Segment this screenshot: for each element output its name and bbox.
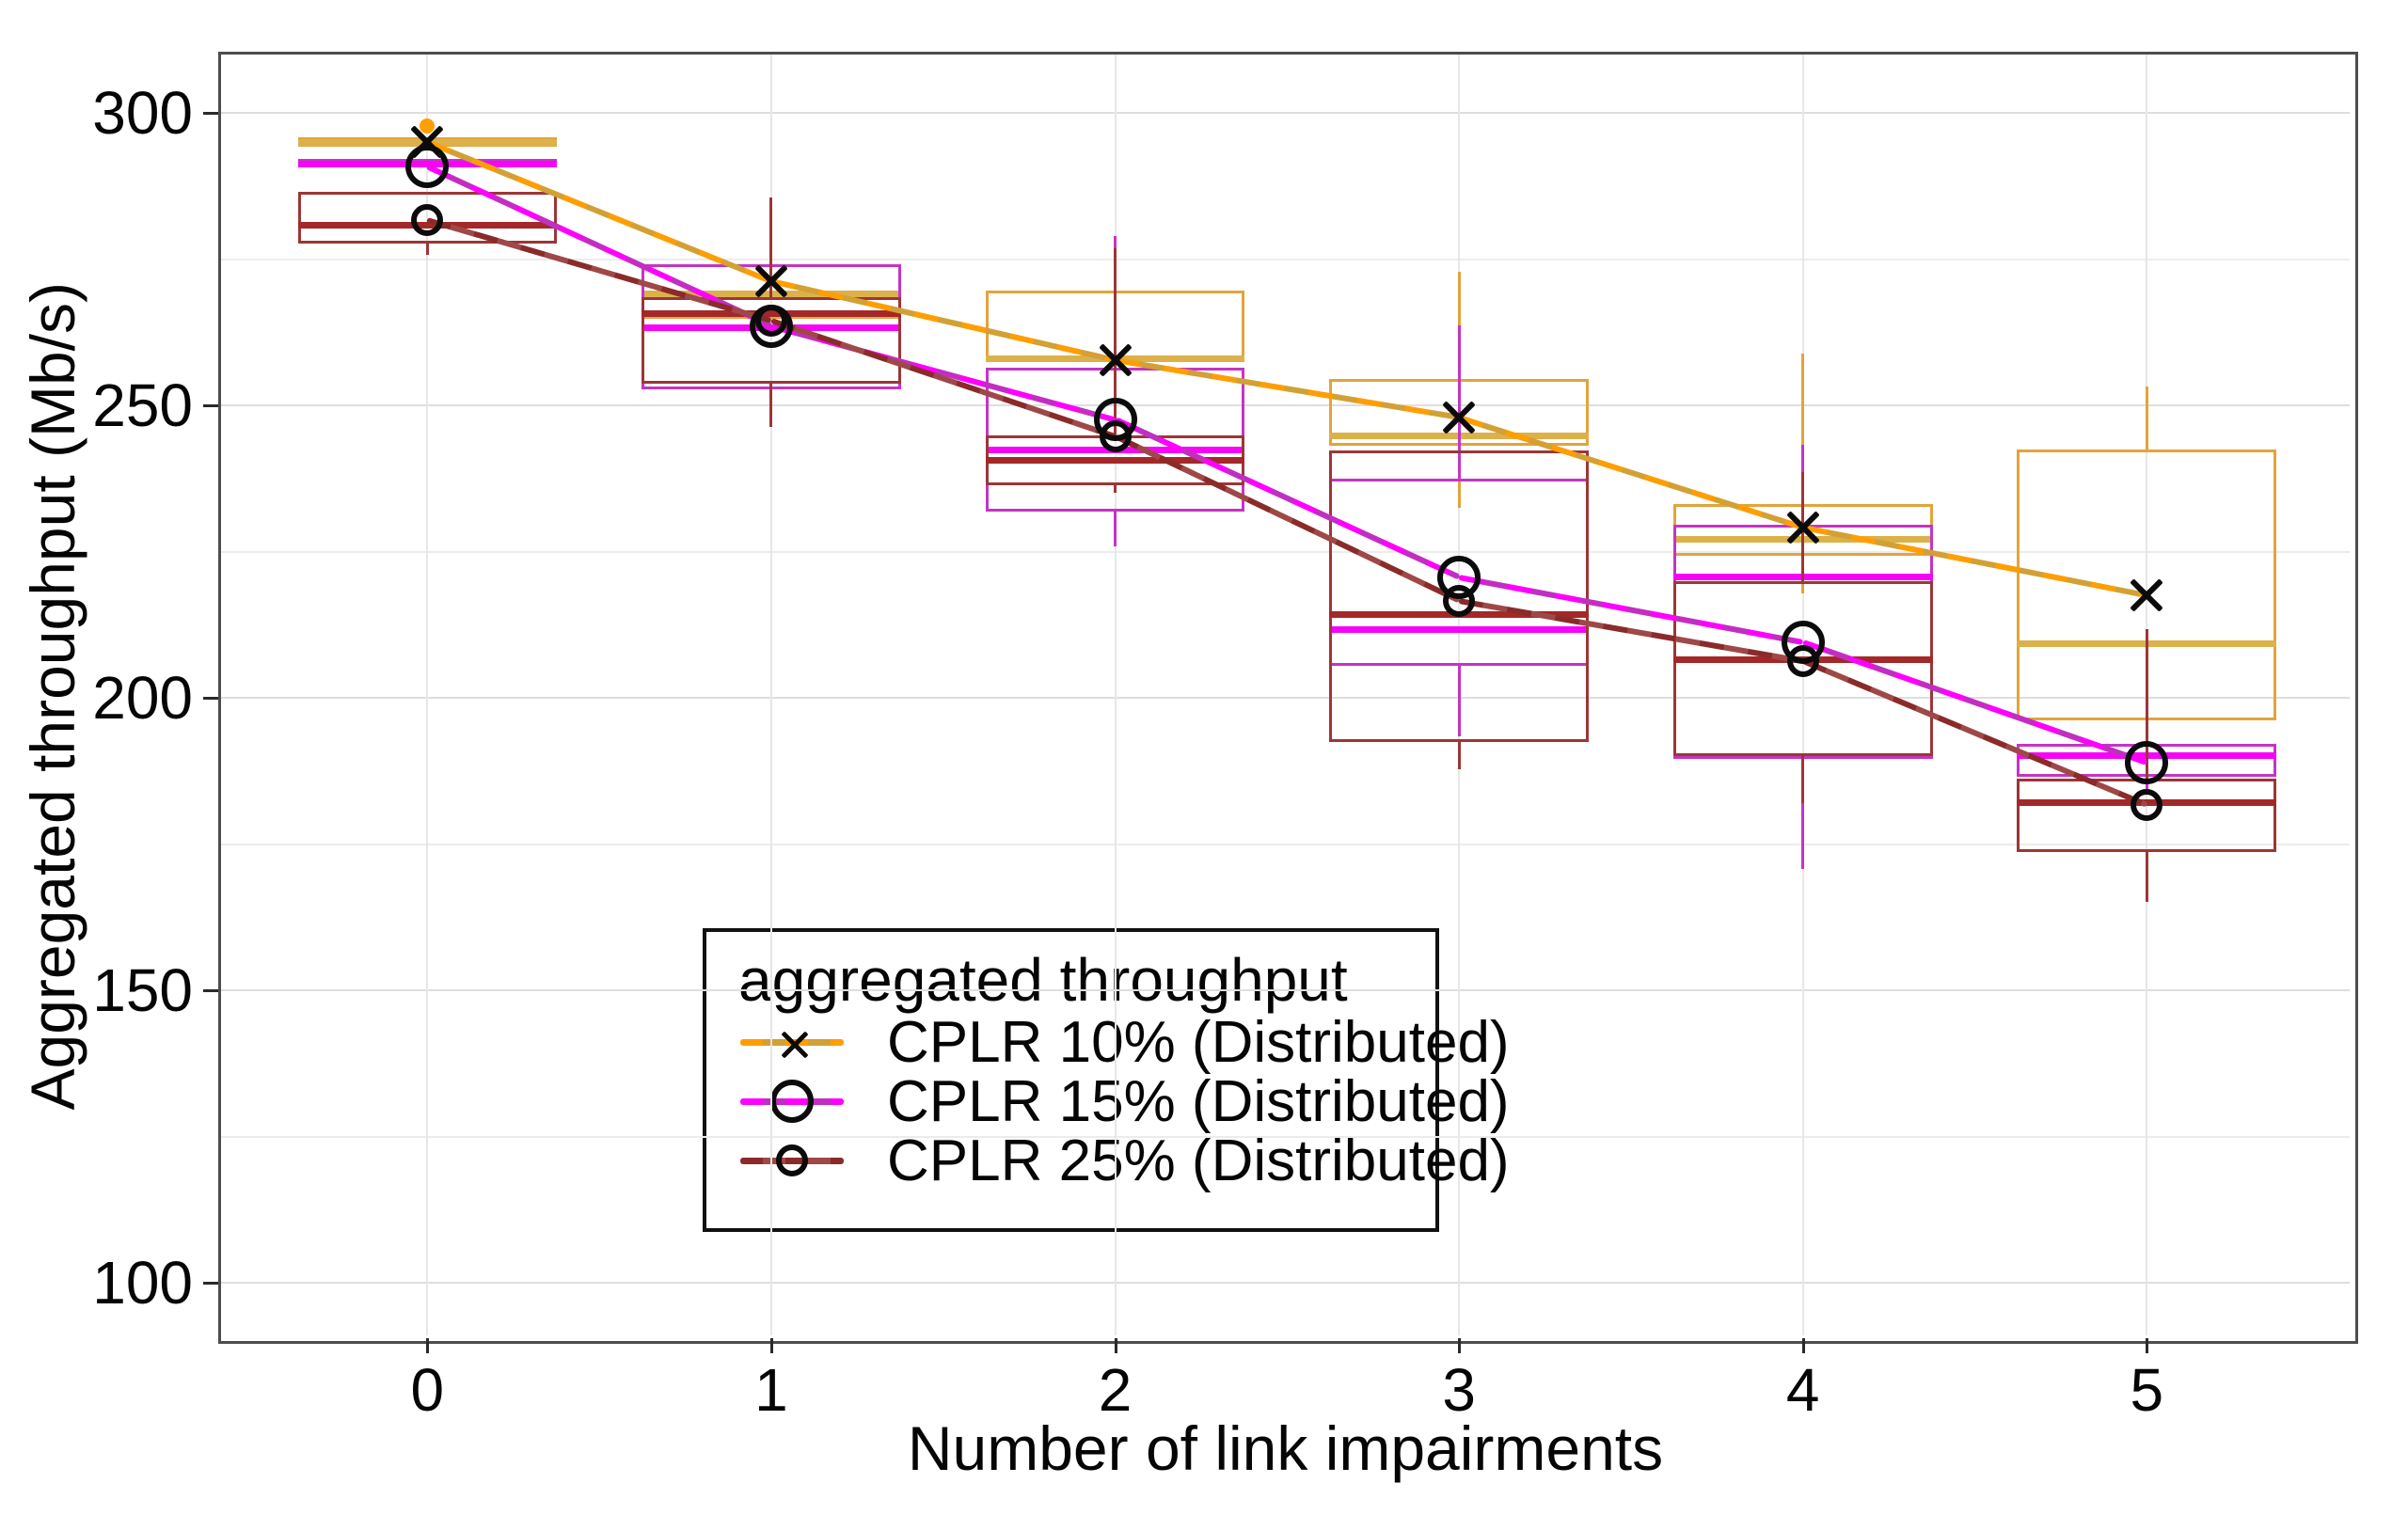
legend-item: CPLR 10% (Distributed) [738, 1013, 1510, 1072]
mean-marker-x [1438, 397, 1480, 438]
mean-marker-circle [1786, 644, 1819, 677]
mean-marker-x [751, 260, 792, 302]
boxplot-box [297, 192, 558, 244]
boxplot-whisker-high [2145, 387, 2148, 450]
legend-key-x-icon [738, 1013, 861, 1072]
plot-border [218, 52, 2358, 1344]
boxplot-whisker-high [1801, 354, 1805, 505]
x-tick-label: 3 [1442, 1356, 1476, 1424]
y-tick [203, 989, 218, 993]
legend-item: CPLR 15% (Distributed) [738, 1072, 1510, 1131]
boxplot-box [642, 297, 901, 385]
x-tick-label: 0 [410, 1356, 445, 1424]
gridline-minor-h [221, 550, 2350, 553]
boxplot-whisker-high [1114, 248, 1117, 435]
boxplot-whisker-low [425, 243, 429, 256]
boxplot-whisker-low [1457, 665, 1461, 737]
y-tick [203, 697, 218, 701]
legend-item-label: CPLR 25% (Distributed) [887, 1128, 1510, 1193]
boxplot-median [1329, 626, 1589, 634]
gridline-major-h [221, 697, 2350, 700]
legend-key-circle-icon [738, 1072, 861, 1131]
mean-marker-x [1095, 339, 1136, 381]
legend-title: aggregated throughput [738, 946, 1348, 1014]
boxplot-median [985, 456, 1245, 464]
boxplot-whisker-low [769, 384, 773, 428]
gridline-major-h [221, 112, 2350, 115]
mean-marker-circle [1443, 584, 1476, 617]
x-tick [1114, 1338, 1117, 1353]
gridline-major-v [1801, 55, 1804, 1335]
gridline-major-h [221, 1282, 2350, 1285]
boxplot-whisker-high [1457, 324, 1461, 479]
y-tick-label: 100 [92, 1249, 193, 1318]
y-tick [203, 112, 218, 116]
x-tick [2146, 1338, 2149, 1353]
legend-item-label: CPLR 15% (Distributed) [887, 1069, 1510, 1134]
legend-item: CPLR 25% (Distributed) [738, 1131, 1510, 1191]
gridline-minor-h [221, 843, 2350, 845]
y-tick-label: 200 [92, 664, 193, 733]
x-tick-label: 2 [1098, 1356, 1133, 1424]
gridline-major-h [221, 989, 2350, 992]
y-tick [203, 1282, 218, 1286]
circle-marker-icon [770, 1080, 814, 1123]
gridline-major-h [221, 404, 2350, 407]
boxplot-whisker-low [1114, 512, 1117, 547]
mean-marker-x [2126, 575, 2167, 616]
x-tick [1458, 1338, 1462, 1353]
legend-key-circle-icon [738, 1131, 861, 1191]
boxplot-box [1329, 450, 1589, 742]
gridline-major-v [769, 55, 772, 1335]
y-tick [203, 404, 218, 408]
outlier-point [420, 118, 436, 134]
boxplot-whisker-high [769, 197, 773, 298]
y-tick-label: 300 [92, 79, 193, 148]
boxplot-box [1672, 581, 1933, 757]
legend-rows: CPLR 10% (Distributed) CPLR 15% (Distribu… [738, 1013, 1510, 1191]
gridline-major-v [1114, 55, 1117, 1335]
boxplot-whisker-low [1801, 758, 1805, 870]
x-marker-icon [778, 1028, 812, 1062]
circle-marker-icon [776, 1144, 808, 1176]
x-tick-label: 4 [1785, 1356, 1820, 1424]
x-axis-title: Number of link impairments [907, 1413, 1664, 1483]
legend-item-label: CPLR 10% (Distributed) [887, 1010, 1510, 1075]
boxplot-whisker-high [2145, 629, 2148, 779]
mean-marker-circle [405, 145, 450, 189]
mean-marker-circle [754, 304, 787, 337]
x-tick [769, 1338, 773, 1353]
legend: aggregated throughput CPLR 10% (Distribu… [703, 928, 1510, 1232]
gridline-minor-h [221, 1135, 2350, 1138]
gridline-major-v [426, 55, 429, 1335]
gridline-minor-h [221, 258, 2350, 260]
mean-marker-circle [411, 204, 444, 236]
boxplot-whisker-low [2145, 851, 2148, 903]
boxplot-whisker-low [1801, 756, 1805, 804]
mean-marker-circle [2125, 741, 2169, 785]
mean-marker-circle [2131, 788, 2163, 821]
x-tick-label: 1 [754, 1356, 788, 1424]
x-tick-label: 5 [2130, 1356, 2164, 1424]
y-tick-label: 150 [92, 956, 193, 1025]
mean-marker-circle [1099, 420, 1132, 453]
boxplot-whisker-low [1114, 485, 1117, 494]
x-tick [1801, 1338, 1805, 1353]
boxplot-whisker-low [1457, 741, 1461, 769]
y-tick-label: 250 [92, 371, 193, 440]
x-tick [426, 1338, 430, 1353]
mean-marker-x [1782, 507, 1824, 548]
